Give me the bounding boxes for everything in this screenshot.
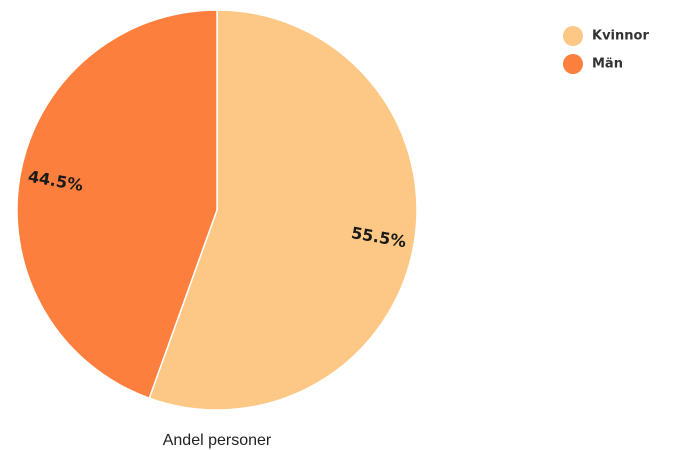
x-axis-label: Andel personer	[163, 432, 272, 449]
legend-swatch	[563, 54, 583, 74]
legend-label: Män	[592, 57, 623, 72]
pie-slices	[16, 9, 418, 411]
legend-swatch	[563, 26, 583, 46]
legend-label: Kvinnor	[592, 29, 649, 44]
legend: Kvinnor Män	[563, 26, 649, 74]
pie-slice-kvinnor	[148, 9, 418, 411]
pie-slice-män	[16, 9, 218, 400]
